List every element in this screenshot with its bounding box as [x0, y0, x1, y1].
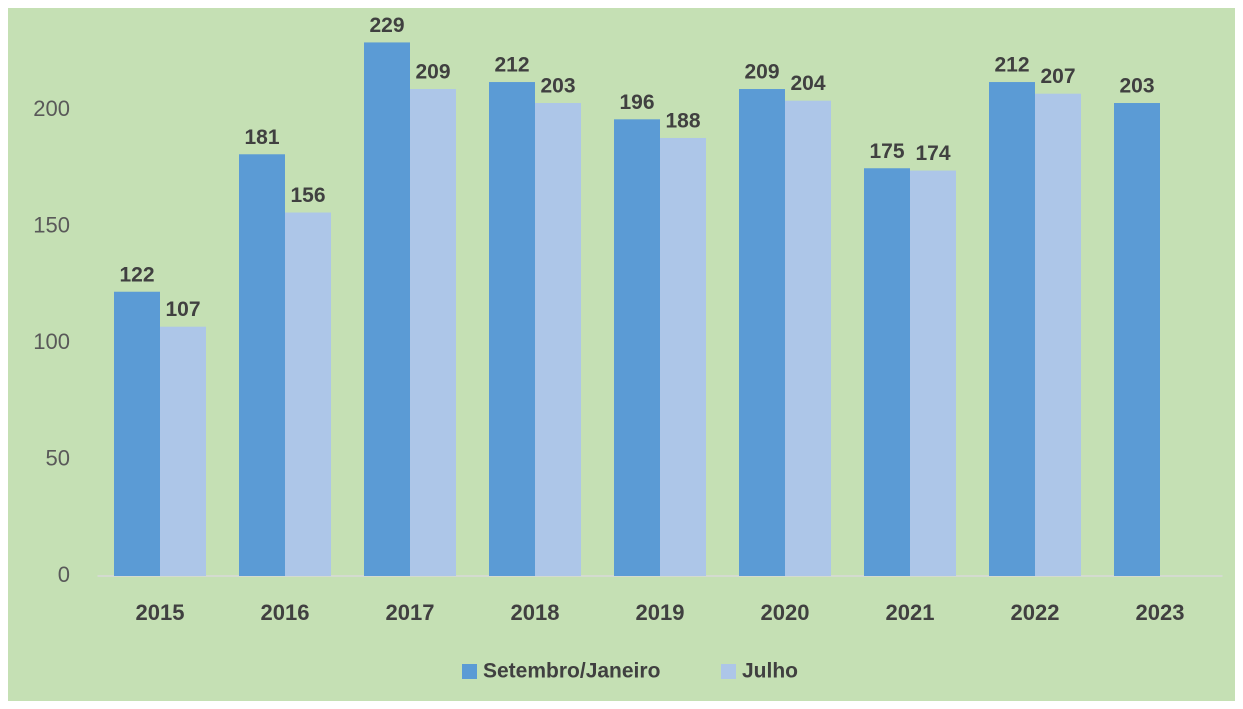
bar: [614, 119, 660, 576]
y-tick-label: 150: [33, 212, 70, 237]
data-label: 229: [369, 14, 404, 37]
x-tick-label: 2023: [1136, 600, 1185, 625]
bar: [114, 291, 160, 576]
bar: [989, 82, 1035, 576]
x-tick-label: 2021: [886, 600, 935, 625]
bar: [410, 89, 456, 576]
data-label: 207: [1040, 65, 1075, 88]
data-label: 212: [494, 54, 529, 77]
data-label: 204: [790, 72, 825, 95]
x-tick-label: 2019: [636, 600, 685, 625]
data-label: 188: [665, 110, 700, 133]
legend-swatch: [462, 664, 477, 679]
x-tick-label: 2020: [761, 600, 810, 625]
data-label: 196: [619, 91, 654, 114]
bar: [160, 326, 206, 576]
bar: [1114, 103, 1160, 576]
bar: [910, 170, 956, 576]
data-label: 203: [540, 75, 575, 98]
y-tick-label: 0: [58, 562, 70, 587]
legend-label: Setembro/Janeiro: [483, 660, 660, 683]
x-tick-label: 2016: [261, 600, 310, 625]
x-tick-label: 2015: [136, 600, 185, 625]
bar: [239, 154, 285, 576]
bar: [660, 137, 706, 576]
data-label: 212: [994, 54, 1029, 77]
data-label: 107: [165, 298, 200, 321]
x-tick-label: 2017: [386, 600, 435, 625]
bar: [285, 212, 331, 576]
legend-swatch: [721, 664, 736, 679]
bar: [864, 168, 910, 576]
bar: [785, 100, 831, 577]
x-tick-label: 2022: [1011, 600, 1060, 625]
bar: [739, 89, 785, 576]
bar: [1035, 93, 1081, 576]
bar: [489, 82, 535, 576]
data-label: 156: [290, 184, 325, 207]
data-label: 181: [244, 126, 279, 149]
data-label: 209: [744, 61, 779, 84]
data-label: 175: [869, 140, 904, 163]
y-tick-label: 50: [46, 445, 70, 470]
x-tick-label: 2018: [511, 600, 560, 625]
data-label: 209: [415, 61, 450, 84]
bar: [364, 42, 410, 577]
bar: [535, 103, 581, 576]
data-label: 122: [119, 263, 154, 286]
data-label: 174: [915, 142, 950, 165]
y-tick-label: 100: [33, 329, 70, 354]
y-tick-label: 200: [33, 96, 70, 121]
legend-label: Julho: [742, 660, 798, 683]
data-label: 203: [1119, 75, 1154, 98]
